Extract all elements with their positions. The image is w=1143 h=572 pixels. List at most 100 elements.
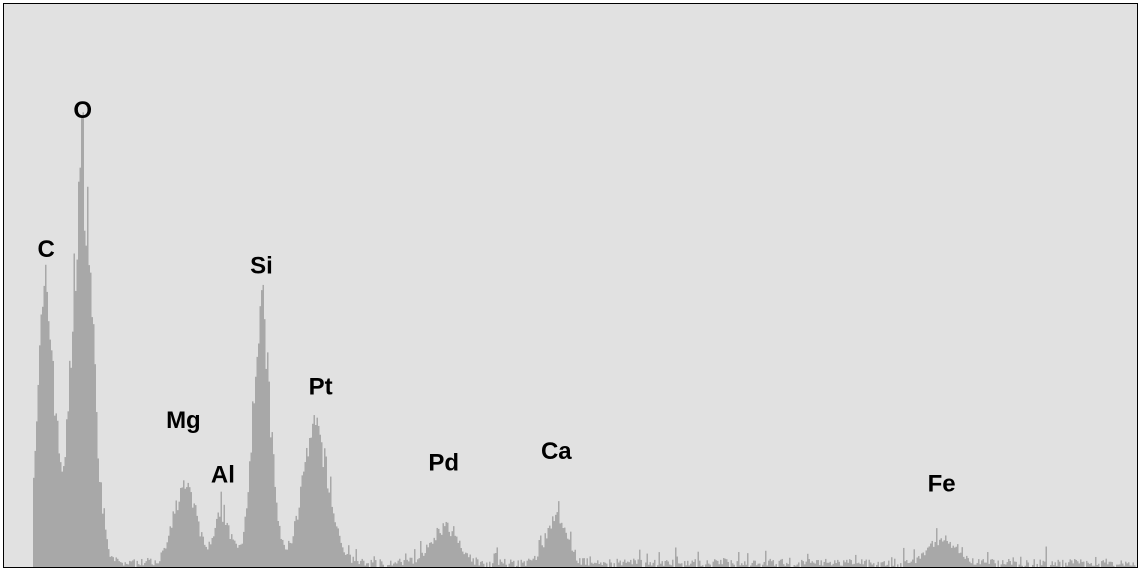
spectrum-bar [495,553,497,567]
spectrum-bar [250,452,252,567]
spectrum-bar [775,564,777,567]
spectrum-bar [300,486,302,567]
spectrum-bar [909,562,911,567]
spectrum-bar [451,531,453,567]
spectrum-bar [1101,561,1103,567]
spectrum-bar [127,564,129,567]
spectrum-bar [418,558,420,567]
spectrum-bar [423,555,425,567]
spectrum-bars [33,112,1136,567]
spectrum-bar [997,560,999,567]
spectrum-bar [444,526,446,567]
spectrum-bar [159,561,161,567]
spectrum-bar [540,535,542,567]
spectrum-bar [63,466,65,567]
spectrum-bar [249,461,251,567]
spectrum-bar [627,561,629,567]
spectrum-bar [657,565,659,567]
spectrum-bar [933,546,935,567]
spectrum-bar [103,508,105,567]
spectrum-bar [681,563,683,567]
spectrum-bar [979,564,981,567]
spectrum-bar [343,552,345,567]
spectrum-bar [211,537,213,567]
spectrum-bar [1092,565,1094,567]
spectrum-bar [571,550,573,567]
spectrum-bar [49,339,51,567]
spectrum-bar [934,542,936,567]
spectrum-bar [433,537,435,567]
spectrum-bar [112,557,114,567]
spectrum-bar [166,542,168,567]
spectrum-bar [876,564,878,567]
spectrum-bar [504,558,506,567]
spectrum-bar [199,536,201,567]
spectrum-bar [1065,562,1067,567]
spectrum-bar [349,554,351,567]
spectrum-bar [388,564,390,567]
spectrum-bar [1108,561,1110,567]
spectrum-bar [820,560,822,567]
spectrum-bar [111,556,113,567]
spectrum-bar [951,547,953,567]
spectrum-bar [1074,559,1076,567]
spectrum-bar [994,563,996,567]
spectrum-bar [105,529,107,567]
spectrum-bar [1024,565,1026,567]
spectrum-bar [93,324,95,567]
spectrum-bar [1039,559,1041,567]
spectrum-bar [469,554,471,567]
spectrum-bar [573,551,575,567]
spectrum-bar [937,545,939,567]
spectrum-bar [460,548,462,567]
spectrum-bar [558,501,560,567]
spectrum-bar [450,536,452,567]
spectrum-bar [477,559,479,567]
spectrum-bar [96,412,98,567]
spectrum-bar [480,561,482,567]
spectrum-bar [708,563,710,567]
spectrum-bar [132,560,134,567]
spectrum-bar [309,438,311,567]
spectrum-bar [768,560,770,567]
spectrum-bar [585,564,587,567]
spectrum-bar [783,564,785,567]
spectrum-bar [262,284,264,567]
spectrum-bar [501,561,503,567]
spectrum-bar [853,563,855,567]
spectrum-bar [339,535,341,567]
spectrum-bar [778,560,780,567]
spectrum-bar [733,564,735,567]
spectrum-bar [855,554,857,567]
spectrum-bar [805,561,807,567]
spectrum-bar [822,565,824,567]
spectrum-bar [82,112,84,567]
spectrum-bar [360,560,362,567]
spectrum-bar [363,560,365,567]
spectrum-bar [117,558,119,567]
spectrum-bar [1119,564,1121,567]
spectrum-bar [1021,565,1023,567]
spectrum-bar [165,548,167,567]
spectrum-bar [1083,561,1085,567]
spectrum-bar [408,561,410,567]
spectrum-bar [789,557,791,567]
spectrum-bar [411,557,413,567]
spectrum-bar [294,521,296,567]
spectrum-bar [409,557,411,567]
spectrum-bar [850,560,852,567]
spectrum-bar [307,456,309,567]
spectrum-bar [753,560,755,567]
spectrum-bar [954,547,956,567]
spectrum-bar [118,561,120,567]
spectrum-bar [556,512,558,567]
spectrum-bar [148,559,150,567]
spectrum-bar [535,559,537,567]
spectrum-bar [126,563,128,567]
spectrum-bar [978,559,980,567]
spectrum-bar [81,115,83,567]
spectrum-bar [247,492,249,567]
spectrum-bar [955,546,957,567]
spectrum-bar [592,563,594,567]
spectrum-bar [468,557,470,567]
